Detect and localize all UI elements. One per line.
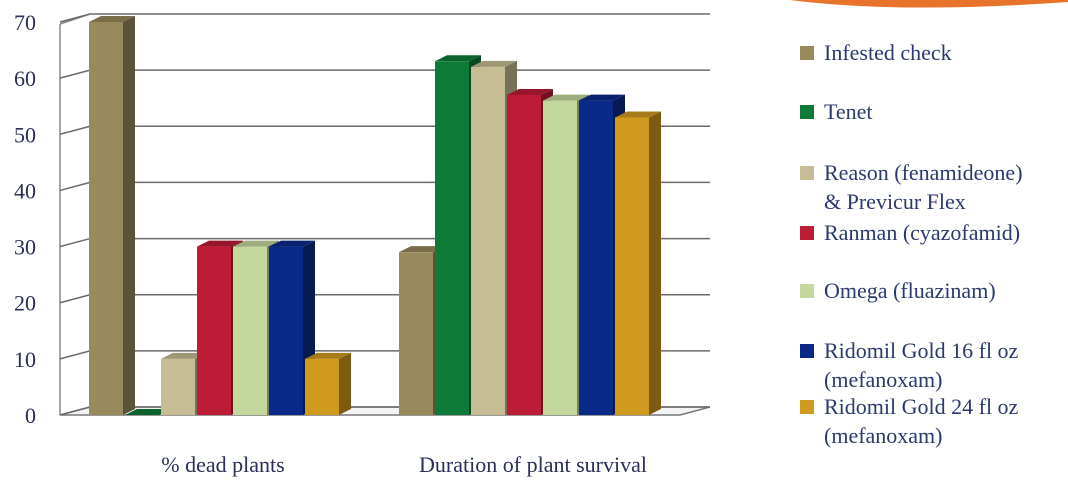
bar-side [123,16,135,415]
bar-top [435,55,481,62]
legend-label: Ridomil Gold 16 fl oz [824,338,1019,363]
legend-label: Tenet [824,99,873,124]
bar [197,246,231,415]
bar [233,246,267,415]
bar [471,66,505,416]
bar [305,358,339,415]
bar-series-group [89,16,661,416]
bar-top [399,246,445,253]
bar-top [543,94,589,101]
legend-label: Reason (fenamideone) [824,160,1023,185]
y-axis-ticks: 0 10 20 30 40 50 60 70 [14,10,36,428]
x-axis-categories: % dead plants Duration of plant survival [161,452,647,477]
bar-top [197,240,243,247]
y-tick-label: 20 [14,291,36,316]
legend-label: & Previcur Flex [824,189,966,214]
legend-label: Ranman (cyazofamid) [824,220,1020,245]
bar [543,100,577,415]
bar-top [615,111,661,118]
bar-top [125,409,171,415]
y-tick-label: 50 [14,122,36,147]
bar [579,100,613,415]
gridline [59,13,710,23]
decorative-swoosh [790,0,1068,8]
bar [435,61,469,416]
y-tick-label: 70 [14,10,36,35]
y-tick-label: 0 [25,403,36,428]
legend-label: Ridomil Gold 24 fl oz [824,394,1019,419]
bar-top [161,352,207,359]
legend-label: (mefanoxam) [824,367,943,392]
legend-swatch [800,400,814,414]
y-tick-label: 40 [14,178,36,203]
x-category-label: Duration of plant survival [419,452,647,477]
bar-top [579,94,625,101]
legend-label: Omega (fluazinam) [824,278,996,303]
bar [269,246,303,415]
bar [399,252,433,415]
bar [507,94,541,415]
bar-top [269,240,315,247]
y-tick-label: 10 [14,347,36,372]
bar-side [649,111,661,415]
legend-swatch [800,105,814,119]
legend-swatch [800,344,814,358]
bar-top [305,352,351,359]
bar-top [89,16,135,22]
y-tick-label: 30 [14,235,36,260]
legend-swatch [800,226,814,240]
bar-top [233,240,279,247]
bar-side [339,352,351,415]
legend-label: (mefanoxam) [824,423,943,448]
bar [89,22,123,415]
legend-swatch [800,166,814,180]
legend-label: Infested check [824,40,952,65]
y-tick-label: 60 [14,66,36,91]
bar [615,117,649,415]
bar-top [471,60,517,67]
bar [161,358,195,415]
legend-swatch [800,46,814,60]
legend-swatch [800,284,814,298]
legend: Infested check Tenet Reason (fenamideone) &… [800,40,1023,448]
x-category-label: % dead plants [161,452,284,477]
bar-top [507,88,553,95]
